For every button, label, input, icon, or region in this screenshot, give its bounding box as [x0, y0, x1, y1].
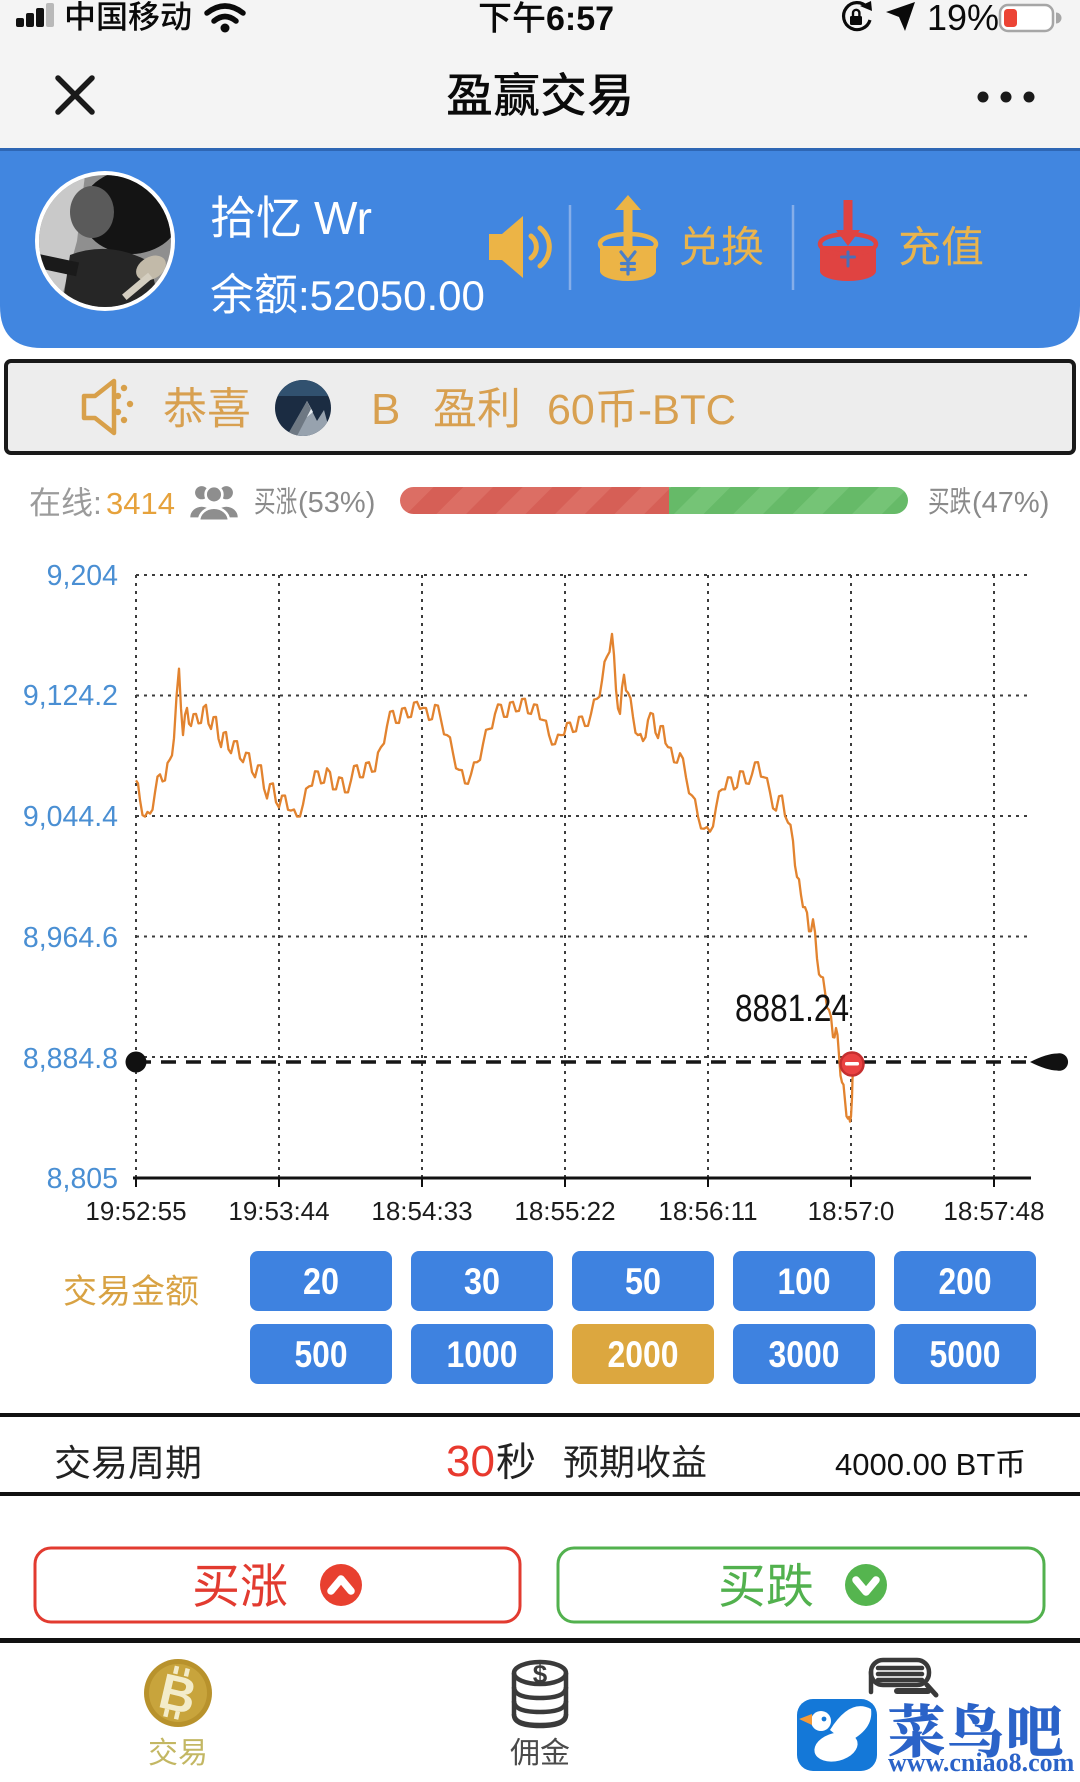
svg-text:60: 60	[547, 386, 595, 434]
svg-text:8,964.6: 8,964.6	[23, 922, 118, 954]
svg-text:9,124.2: 9,124.2	[23, 680, 118, 712]
svg-text:$: $	[533, 1659, 548, 1689]
svg-text:500: 500	[295, 1334, 348, 1375]
svg-text:1000: 1000	[447, 1334, 518, 1375]
svg-text:18:57:0: 18:57:0	[808, 1196, 895, 1226]
svg-text:(47%): (47%)	[972, 487, 1049, 519]
svg-text:30: 30	[446, 1437, 495, 1486]
svg-text:3000: 3000	[769, 1334, 840, 1375]
svg-text:Wr: Wr	[314, 192, 372, 244]
svg-text:B: B	[371, 385, 400, 434]
svg-text:18:55:22: 18:55:22	[514, 1196, 615, 1226]
svg-text:100: 100	[778, 1261, 831, 1302]
svg-text::52050.00: :52050.00	[298, 272, 485, 319]
svg-text:19:53:44: 19:53:44	[228, 1196, 329, 1226]
svg-text:30: 30	[464, 1261, 500, 1302]
svg-text:200: 200	[939, 1261, 992, 1302]
svg-text:2000: 2000	[608, 1334, 679, 1375]
svg-text:6:57: 6:57	[546, 0, 614, 38]
svg-text:19%: 19%	[927, 0, 999, 38]
svg-text:9,204: 9,204	[47, 560, 118, 592]
svg-text:www.cniao8.com: www.cniao8.com	[888, 1748, 1075, 1777]
svg-text::: :	[93, 485, 102, 521]
svg-text:-BTC: -BTC	[638, 386, 736, 433]
svg-text:5000: 5000	[930, 1334, 1001, 1375]
svg-text:20: 20	[303, 1261, 339, 1302]
svg-text:18:56:11: 18:56:11	[658, 1196, 757, 1226]
svg-text:8881.24: 8881.24	[735, 988, 849, 1030]
svg-text:18:57:48: 18:57:48	[943, 1196, 1044, 1226]
svg-text:50: 50	[625, 1261, 661, 1302]
svg-text:3414: 3414	[106, 486, 175, 521]
svg-text:8,884.8: 8,884.8	[23, 1043, 118, 1075]
svg-text:8,805: 8,805	[47, 1163, 118, 1195]
svg-text:4000.00 BT: 4000.00 BT	[835, 1447, 995, 1482]
svg-text:18:54:33: 18:54:33	[371, 1196, 472, 1226]
svg-text:19:52:55: 19:52:55	[85, 1196, 186, 1226]
svg-text:9,044.4: 9,044.4	[23, 801, 118, 833]
svg-text:(53%): (53%)	[298, 487, 375, 519]
